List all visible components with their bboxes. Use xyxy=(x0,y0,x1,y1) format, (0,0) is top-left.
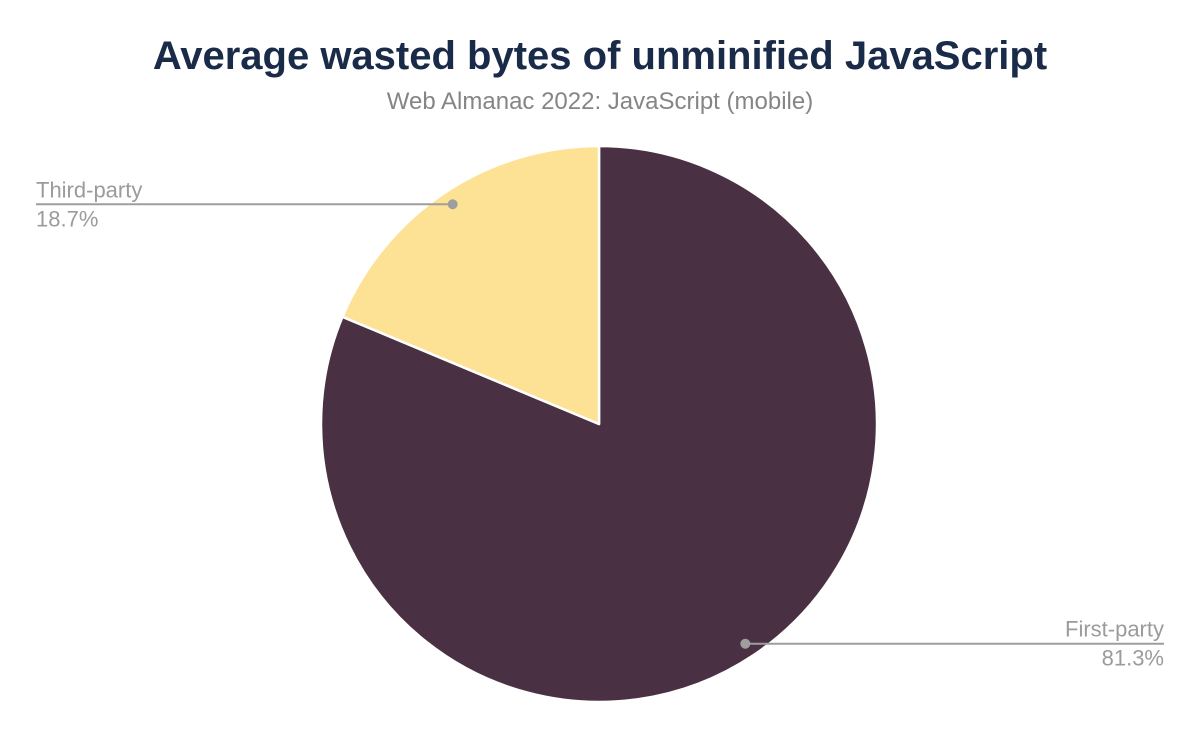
pie-slice-third-party[interactable] xyxy=(341,144,601,426)
chart-subtitle: Web Almanac 2022: JavaScript (mobile) xyxy=(386,88,814,115)
chart-title: Average wasted bytes of unminified JavaS… xyxy=(152,34,1048,78)
slice-label-third-party: Third-party xyxy=(36,177,142,202)
label-dot-first-party xyxy=(740,638,751,649)
label-dot-third-party xyxy=(447,199,458,210)
slice-percent-first-party: 81.3% xyxy=(1102,646,1164,671)
pie-slice-first-party[interactable] xyxy=(319,144,879,704)
slice-label-first-party: First-party xyxy=(1065,617,1164,642)
slice-percent-third-party: 18.7% xyxy=(36,206,98,231)
